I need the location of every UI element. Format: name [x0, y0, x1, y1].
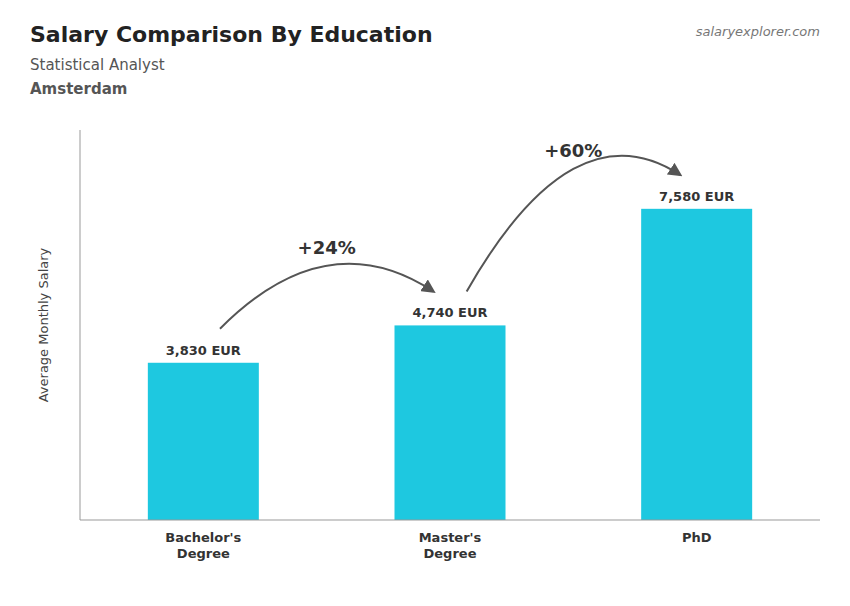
title: Salary Comparison By Education — [30, 22, 433, 47]
x-tick-label-line: Degree — [424, 546, 477, 561]
x-tick-label-line: Master's — [419, 530, 482, 545]
change-arrow — [467, 156, 680, 292]
x-tick-label-line: PhD — [682, 530, 712, 545]
chart: Salary Comparison By Education Statistica… — [0, 0, 850, 606]
bars — [148, 209, 752, 520]
data-label: 7,580 EUR — [659, 189, 734, 204]
y-axis-line — [80, 130, 81, 520]
bar — [641, 209, 752, 520]
data-label: 3,830 EUR — [166, 343, 241, 358]
x-tick-label-line: Degree — [177, 546, 230, 561]
subtitle: Statistical Analyst — [30, 56, 165, 74]
location: Amsterdam — [30, 80, 127, 98]
annotation: +24% — [298, 237, 356, 258]
x-tick-label: Bachelor'sDegree — [165, 530, 241, 561]
x-axis-line — [80, 520, 820, 521]
source: salaryexplorer.com — [696, 24, 820, 39]
annotation: +60% — [544, 140, 602, 161]
bar — [395, 325, 506, 520]
change-arrow — [220, 264, 433, 329]
data-label: 4,740 EUR — [412, 305, 487, 320]
x-tick-label-line: Bachelor's — [165, 530, 241, 545]
chart-container: Salary Comparison By Education Statistica… — [0, 0, 850, 606]
y-axis-label: Average Monthly Salary — [36, 247, 51, 402]
x-tick-label: PhD — [682, 530, 712, 545]
bar — [148, 363, 259, 520]
x-tick-label: Master'sDegree — [419, 530, 482, 561]
